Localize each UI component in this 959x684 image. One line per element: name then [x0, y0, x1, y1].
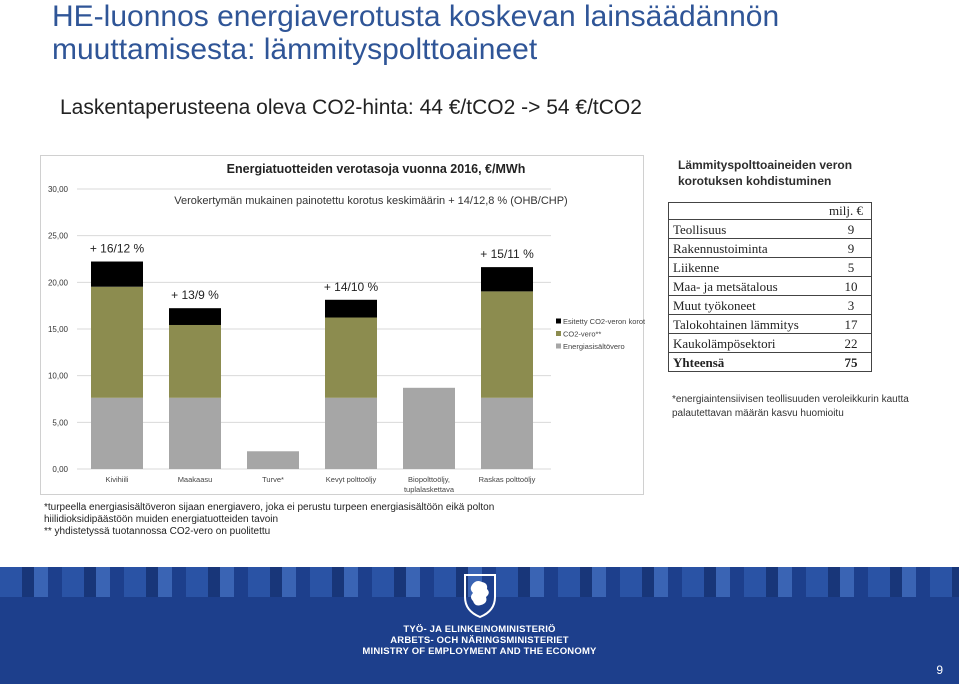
table-row-value: 5: [847, 260, 855, 275]
side-heading-line1: Lämmityspolttoaineiden veron: [678, 158, 853, 172]
x-tick-label: Kivihiili: [106, 475, 129, 484]
ministry-name-en: MINISTRY OF EMPLOYMENT AND THE ECONOMY: [362, 646, 597, 657]
table-row-label: Rakennustoiminta: [673, 241, 768, 256]
bar-change-label: + 16/12 %: [90, 242, 145, 256]
table-row-label: Kaukolämpösektori: [673, 336, 776, 351]
x-tick-label: Kevyt polttoöljy: [326, 475, 377, 484]
chart-title: Energiatuotteiden verotasoja vuonna 2016…: [227, 162, 526, 176]
y-tick-label: 10,00: [48, 372, 69, 381]
lion-crest-icon: [464, 574, 496, 619]
bar-change-label: + 15/11 %: [480, 247, 534, 261]
table-row: Liikenne 5: [669, 257, 871, 276]
legend-swatch: [556, 318, 561, 324]
side-heading: Lämmityspolttoaineiden veron korotuksen …: [678, 157, 852, 189]
legend-swatch: [556, 343, 561, 349]
y-tick-label: 5,00: [52, 418, 68, 427]
y-tick-label: 30,00: [48, 185, 69, 194]
bar-segment: [481, 291, 533, 398]
page-number: 9: [936, 663, 943, 677]
table-row-label: Liikenne: [673, 260, 720, 275]
table-row-value: 3: [847, 298, 855, 313]
bar-segment: [325, 397, 377, 469]
bar-segment: [403, 387, 455, 469]
slide-subtitle: Laskentaperusteena oleva CO2-hinta: 44 €…: [60, 96, 642, 119]
chart-annotation: Verokertymän mukainen painotettu korotus…: [174, 195, 567, 207]
y-tick-label: 15,00: [48, 325, 69, 334]
x-tick-label: Maakaasu: [178, 475, 213, 484]
table-row-total: Yhteensä 75: [669, 352, 871, 371]
table-row-value: 9: [847, 241, 855, 256]
legend-swatch: [556, 331, 561, 336]
table-row-label: Maa- ja metsätalous: [673, 279, 778, 294]
bar-segment: [247, 451, 299, 469]
stacked-bar-chart: 0,00 5,00 10,00 15,00 20,00 25,00 30,00 Energia…: [48, 162, 645, 494]
bar-segment: [325, 299, 377, 318]
bar-change-label: + 14/10 %: [324, 280, 379, 294]
x-tick-label: Biopolttoöljy,: [408, 475, 450, 484]
ministry-name-fi: TYÖ- JA ELINKEINOMINISTERIÖ: [403, 624, 556, 635]
table-unit: milj. €: [829, 203, 863, 218]
x-tick-label: tuplalaskettava: [404, 485, 455, 494]
bar-segment: [169, 397, 221, 469]
legend-label: CO2-vero**: [563, 330, 601, 339]
bar-segment: [169, 308, 221, 325]
side-note: *energiaintensiivisen teollisuuden verol…: [672, 394, 909, 419]
table-row: Muut työkoneet 3: [669, 295, 871, 314]
side-heading-line2: korotuksen kohdistuminen: [678, 174, 832, 188]
table-row-value: 10: [844, 279, 858, 294]
ministry-footer: TYÖ- JA ELINKEINOMINISTERIÖ ARBETS- OCH …: [0, 567, 959, 684]
footnote-line2: hiilidioksidipäästöön muiden energiatuot…: [44, 514, 279, 525]
y-tick-label: 0,00: [52, 465, 68, 474]
y-tick-label: 20,00: [48, 278, 69, 287]
table-total-label: Yhteensä: [673, 355, 725, 370]
bar-segment: [481, 267, 533, 292]
table-row-value: 9: [847, 222, 855, 237]
table-row: Talokohtainen lämmitys 17: [669, 314, 871, 333]
footnote-line1: *turpeella energiasisältöveron sijaan en…: [44, 502, 495, 513]
legend-label: Energiasisältövero: [563, 342, 625, 351]
table-row-label: Talokohtainen lämmitys: [673, 317, 799, 332]
y-tick-label: 25,00: [48, 232, 69, 241]
table-row-value: 22: [844, 336, 858, 351]
slide-title: HE-luonnos energiaverotusta koskevan lai…: [52, 0, 780, 66]
bar-change-label: + 13/9 %: [171, 288, 219, 302]
table-row-label: Muut työkoneet: [673, 298, 756, 313]
table-row: Teollisuus 9: [669, 219, 871, 238]
footnotes: *turpeella energiasisältöveron sijaan en…: [44, 502, 644, 538]
bar-segment: [91, 397, 143, 469]
footnote-line3: ** yhdistetyssä tuotannossa CO2-vero on …: [44, 526, 271, 537]
ministry-name-sv: ARBETS- OCH NÄRINGSMINISTERIET: [390, 635, 569, 646]
chart-panel: 0,00 5,00 10,00 15,00 20,00 25,00 30,00 Energia…: [40, 155, 645, 495]
x-tick-label: Turve*: [262, 475, 284, 484]
allocation-table: milj. € Teollisuus 9 Rakennustoiminta 9 Liik…: [668, 202, 872, 372]
table-row: Kaukolämpösektori 22: [669, 333, 871, 352]
legend-label: Esitetty CO2-veron korotus: [563, 317, 645, 326]
bar-segment: [91, 286, 143, 398]
table-row-value: 17: [844, 317, 858, 332]
bar-segment: [325, 317, 377, 398]
table-row: Maa- ja metsätalous 10: [669, 276, 871, 295]
table-row: Rakennustoiminta 9: [669, 238, 871, 257]
table-row-label: Teollisuus: [673, 222, 727, 237]
x-tick-label: Raskas polttoöljy: [479, 475, 536, 484]
table-total-value: 75: [844, 355, 858, 370]
bar-segment: [169, 324, 221, 398]
bar-segment: [91, 261, 143, 287]
bar-segment: [481, 397, 533, 469]
